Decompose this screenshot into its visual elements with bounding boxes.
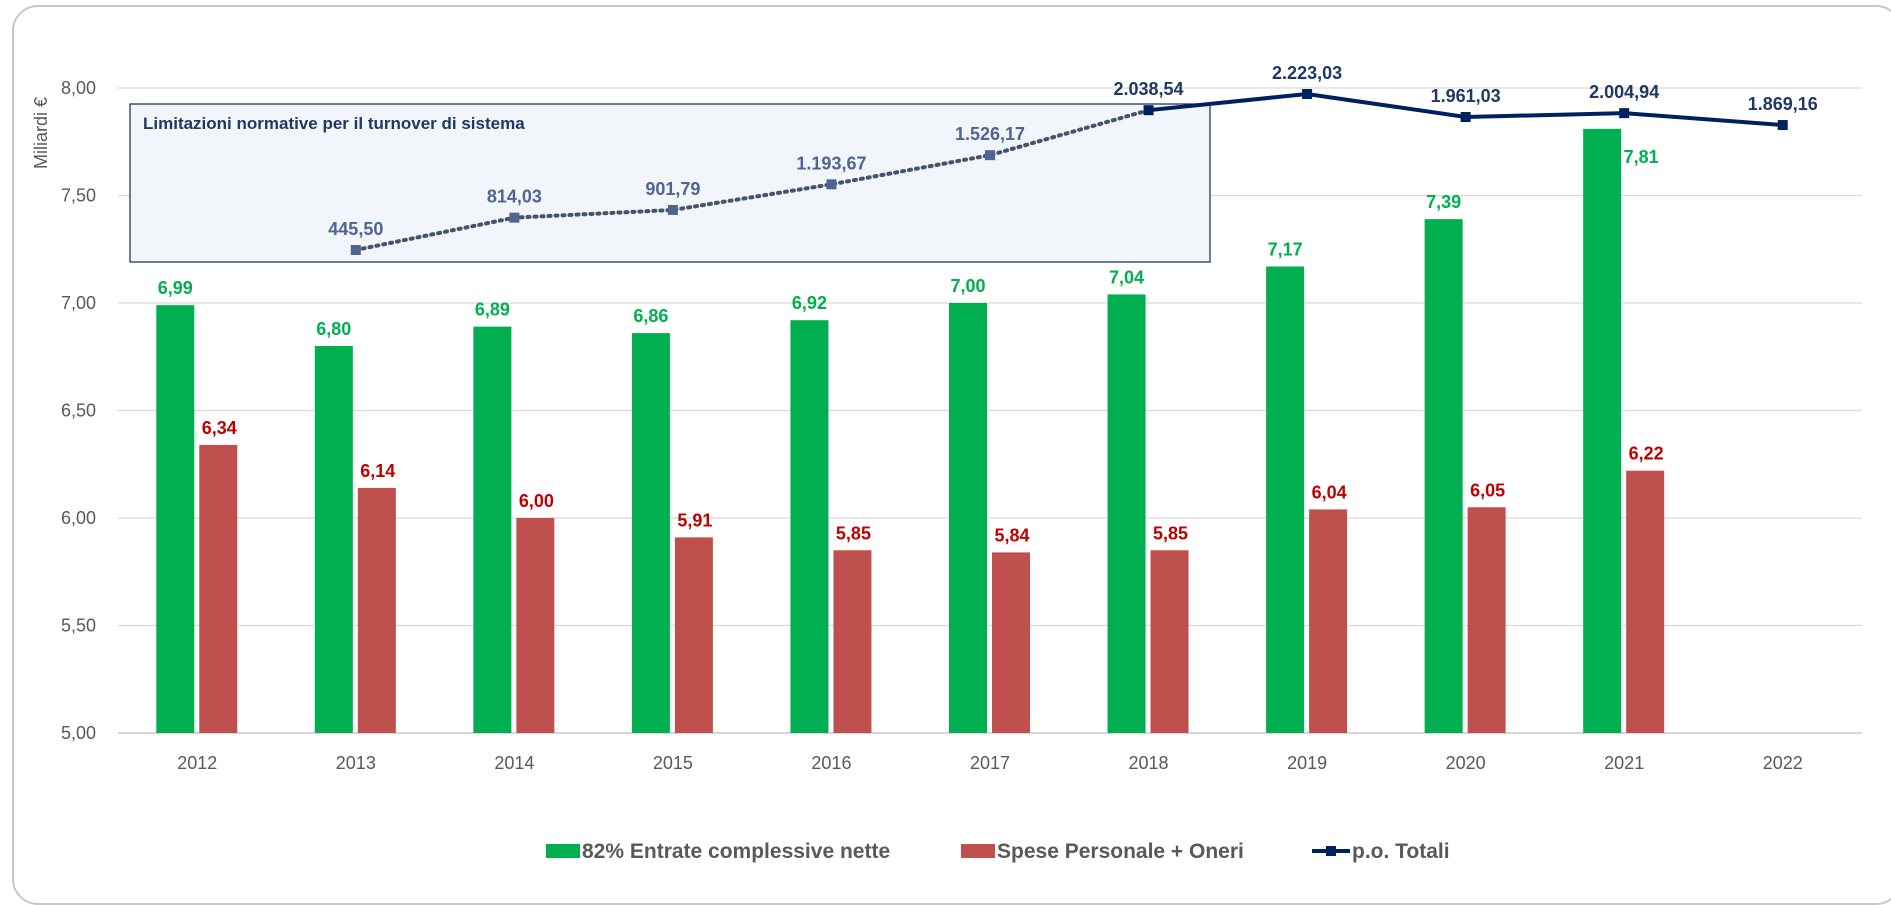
data-label-po: 1.526,17	[955, 124, 1025, 144]
data-label-entrate: 6,92	[792, 293, 827, 313]
y-tick-label: 6,50	[61, 401, 96, 421]
bar-entrate	[473, 326, 512, 733]
bar-spese	[516, 518, 555, 733]
data-label-entrate: 7,04	[1109, 267, 1144, 287]
data-label-entrate: 6,86	[633, 306, 668, 326]
data-label-po: 2.223,03	[1272, 63, 1342, 83]
legend-marker-po	[1326, 846, 1336, 856]
bar-spese	[1150, 550, 1189, 733]
bar-spese	[992, 552, 1030, 733]
bar-entrate	[1266, 266, 1305, 733]
data-label-spese: 6,05	[1470, 480, 1505, 500]
bar-entrate	[790, 320, 829, 733]
data-label-entrate: 7,17	[1268, 239, 1303, 259]
data-label-po: 1.193,67	[796, 153, 866, 173]
line-marker	[1777, 120, 1788, 131]
x-tick-label: 2020	[1446, 753, 1486, 773]
line-marker	[509, 212, 520, 223]
legend-label-entrate: 82% Entrate complessive nette	[582, 840, 890, 863]
turnover-limitation-box: Limitazioni normative per il turnover di…	[129, 103, 1211, 263]
line-marker	[1143, 105, 1154, 116]
data-label-spese: 6,22	[1629, 444, 1664, 464]
data-label-spese: 6,04	[1312, 482, 1347, 502]
x-tick-label: 2015	[653, 753, 693, 773]
y-tick-label: 6,00	[61, 508, 96, 528]
bar-entrate	[1424, 219, 1463, 733]
bar-spese	[199, 444, 238, 733]
bar-spese	[357, 487, 396, 733]
data-label-spese: 5,85	[836, 523, 871, 543]
bar-spese	[1309, 509, 1348, 733]
data-label-spese: 6,14	[360, 461, 395, 481]
annotation-text: Limitazioni normative per il turnover di…	[143, 114, 525, 133]
bar-spese	[833, 550, 872, 733]
data-label-po: 2.004,94	[1589, 82, 1659, 102]
data-label-spese: 6,00	[519, 491, 554, 511]
y-tick-label: 5,00	[61, 723, 96, 743]
data-label-entrate: 6,89	[475, 300, 510, 320]
bar-entrate	[949, 303, 987, 733]
bar-entrate	[1107, 294, 1146, 733]
bar-entrate	[631, 333, 670, 733]
data-label-entrate: 6,80	[316, 319, 351, 339]
legend-swatch-spese	[961, 844, 995, 858]
y-tick-label: 8,00	[61, 78, 96, 98]
bar-entrate	[1583, 128, 1622, 734]
bar-spese	[1467, 507, 1506, 733]
line-marker	[350, 245, 361, 255]
legend-swatch-entrate	[546, 844, 580, 858]
data-label-po: 1.869,16	[1748, 94, 1818, 114]
annotation-box	[129, 103, 1211, 263]
data-label-entrate: 7,39	[1426, 192, 1461, 212]
legend: 82% Entrate complessive nette Spese Perso…	[546, 840, 1450, 863]
bar-spese	[1626, 470, 1665, 733]
y-tick-label: 7,50	[61, 186, 96, 206]
data-label-po: 445,50	[328, 219, 383, 239]
y-tick-label: 7,00	[61, 293, 96, 313]
data-label-spese: 5,84	[994, 525, 1029, 545]
data-label-po: 2.038,54	[1114, 79, 1184, 99]
x-tick-label: 2014	[494, 753, 534, 773]
x-axis: 2012 2013 2014 2015 2016 2017 2018 2019 2020 2021…	[177, 753, 1803, 773]
x-tick-label: 2012	[177, 753, 217, 773]
y-axis: 5,00 5,50 6,00 6,50 7,00 7,50 8,00	[61, 78, 96, 743]
data-label-po: 901,79	[645, 179, 700, 199]
bar-entrate	[314, 346, 353, 733]
x-tick-label: 2017	[970, 753, 1010, 773]
data-label-spese: 5,85	[1153, 523, 1188, 543]
x-tick-label: 2021	[1604, 753, 1644, 773]
y-axis-label: Miliardi €	[31, 97, 51, 169]
line-series: 445,50 814,03 901,79 1.193,67 1.526,17 2.038,…	[328, 63, 1818, 255]
line-marker	[826, 179, 837, 190]
data-label-entrate: 6,99	[158, 278, 193, 298]
line-marker	[985, 150, 995, 161]
x-tick-label: 2019	[1287, 753, 1327, 773]
legend-label-spese: Spese Personale + Oneri	[997, 840, 1244, 863]
line-marker	[667, 204, 678, 215]
legend-label-po: p.o. Totali	[1352, 840, 1450, 863]
data-label-spese: 6,34	[202, 418, 237, 438]
bar-spese	[674, 537, 713, 733]
x-tick-label: 2016	[811, 753, 851, 773]
data-label-entrate: 7,00	[950, 276, 985, 296]
bar-entrate	[156, 305, 195, 733]
line-marker	[1460, 111, 1471, 122]
chart-svg: 5,005,506,006,507,007,508,00 Miliardi € …	[31, 63, 1862, 863]
data-label-po: 814,03	[487, 187, 542, 207]
line-marker	[1619, 108, 1630, 119]
data-label-spese: 5,91	[677, 510, 712, 530]
x-tick-label: 2022	[1763, 753, 1803, 773]
line-po-totali-dotted	[353, 108, 1151, 252]
line-marker	[1302, 89, 1313, 99]
x-tick-label: 2013	[336, 753, 376, 773]
bar-series: 6,99 6,34 6,80 6,14 6,89 6,00 6,86 5,91 6,92 5,85…	[156, 128, 1665, 734]
data-label-po: 1.961,03	[1431, 86, 1501, 106]
data-label-entrate: 7,81	[1624, 147, 1659, 167]
y-tick-label: 5,50	[61, 616, 96, 636]
x-tick-label: 2018	[1129, 753, 1169, 773]
